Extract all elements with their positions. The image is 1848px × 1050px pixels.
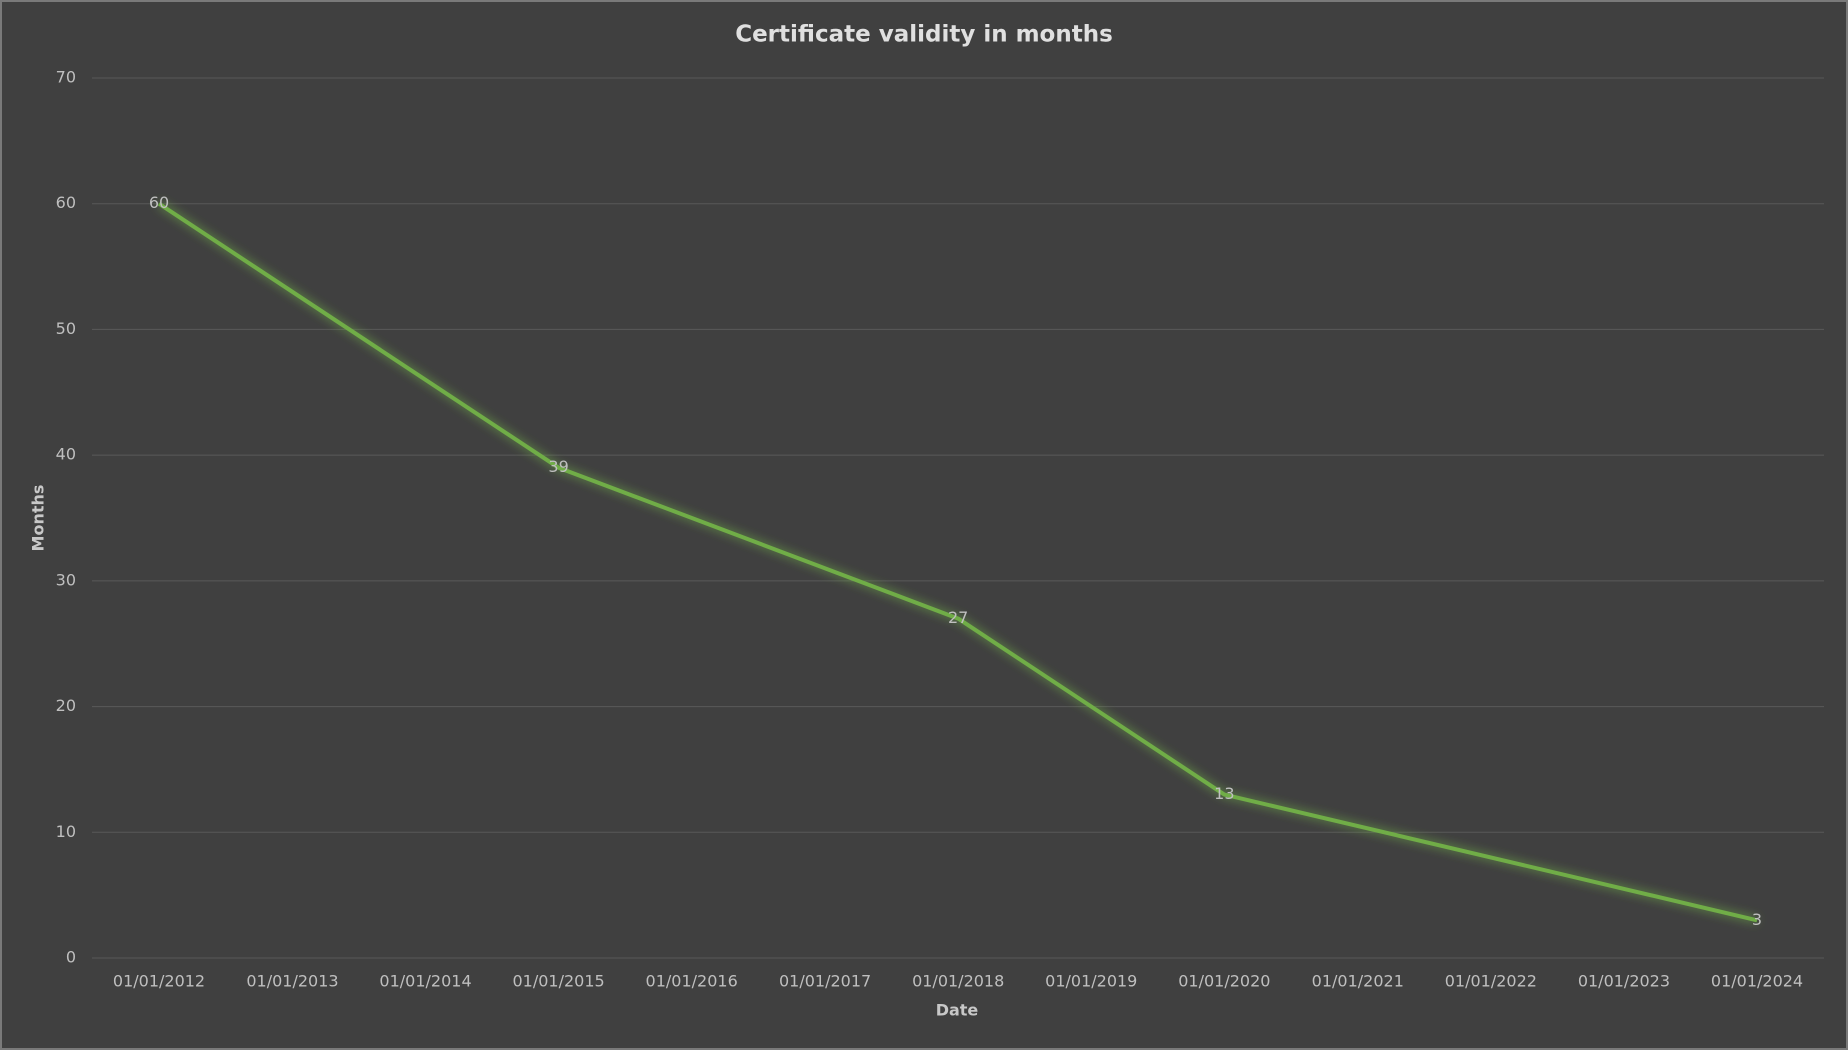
data-line bbox=[157, 202, 1758, 923]
x-tick-label: 01/01/2020 bbox=[1178, 972, 1270, 991]
y-tick-label: 10 bbox=[56, 822, 76, 841]
plot: 60 39 27 13 3 bbox=[149, 193, 1762, 929]
x-tick-label: 01/01/2016 bbox=[646, 972, 738, 991]
y-tick-label: 0 bbox=[66, 948, 76, 967]
x-tick-label: 01/01/2018 bbox=[912, 972, 1004, 991]
data-label: 3 bbox=[1752, 910, 1762, 929]
x-tick-label: 01/01/2014 bbox=[379, 972, 471, 991]
y-tick-label: 30 bbox=[56, 570, 76, 589]
y-tick-label: 40 bbox=[56, 445, 76, 464]
y-tick-label: 60 bbox=[56, 193, 76, 212]
data-label: 39 bbox=[548, 457, 568, 476]
x-tick-label: 01/01/2021 bbox=[1312, 972, 1404, 991]
data-label: 13 bbox=[1214, 784, 1234, 803]
x-tick-label: 01/01/2024 bbox=[1711, 972, 1803, 991]
x-tick-label: 01/01/2017 bbox=[779, 972, 871, 991]
x-tick-label: 01/01/2012 bbox=[113, 972, 205, 991]
y-tick-label: 70 bbox=[56, 68, 76, 87]
y-axis-title: Months bbox=[29, 485, 48, 552]
x-tick-label: 01/01/2013 bbox=[246, 972, 338, 991]
x-tick-label: 01/01/2019 bbox=[1045, 972, 1137, 991]
x-tick-label: 01/01/2023 bbox=[1578, 972, 1670, 991]
y-tick-label: 50 bbox=[56, 319, 76, 338]
y-tick-label: 20 bbox=[56, 696, 76, 715]
data-label: 27 bbox=[948, 608, 968, 627]
grid: 0 10 20 30 40 50 60 70 01/01/2012 01/01/2013 01/01… bbox=[56, 68, 1824, 991]
x-tick-label: 01/01/2022 bbox=[1445, 972, 1537, 991]
data-label: 60 bbox=[149, 193, 169, 212]
chart-title: Certificate validity in months bbox=[735, 22, 1113, 48]
x-tick-label: 01/01/2015 bbox=[512, 972, 604, 991]
x-axis-title: Date bbox=[936, 1001, 979, 1020]
